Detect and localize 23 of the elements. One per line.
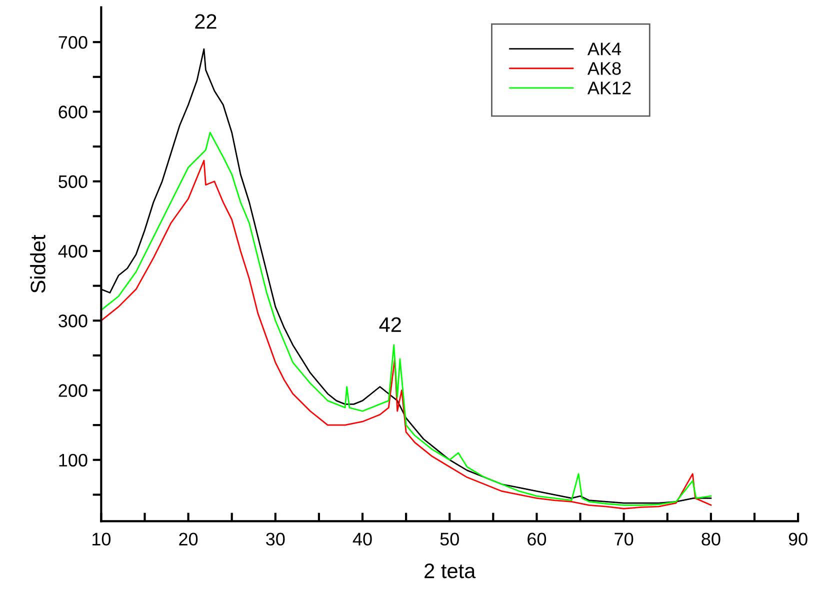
x-tick-label: 30 — [266, 532, 285, 546]
y-axis-title: Siddet — [30, 234, 46, 293]
legend-label: AK12 — [587, 82, 631, 94]
y-tick-label: 300 — [58, 314, 88, 328]
x-tick-label: 80 — [702, 532, 720, 546]
legend-label: AK4 — [587, 42, 622, 56]
x-tick-label: 70 — [614, 532, 634, 546]
x-tick-label: 40 — [352, 532, 372, 546]
x-axis-title: 2 teta — [424, 564, 476, 578]
y-tick-label: 700 — [58, 36, 88, 49]
x-tick-label: 90 — [788, 532, 808, 546]
annotation: 22 — [195, 14, 216, 29]
x-tick-label: 20 — [179, 532, 198, 546]
legend-label: AK8 — [587, 62, 621, 75]
y-tick-label: 400 — [58, 244, 88, 258]
y-tick-label: 500 — [58, 175, 88, 188]
y-tick-label: 200 — [58, 384, 88, 397]
x-tick-label: 60 — [528, 532, 546, 546]
annotation: 42 — [379, 317, 401, 332]
x-tick-label: 50 — [440, 532, 459, 546]
y-tick-label: 100 — [59, 454, 88, 467]
y-tick-label: 600 — [58, 106, 88, 118]
x-tick-label: 10 — [92, 532, 111, 546]
